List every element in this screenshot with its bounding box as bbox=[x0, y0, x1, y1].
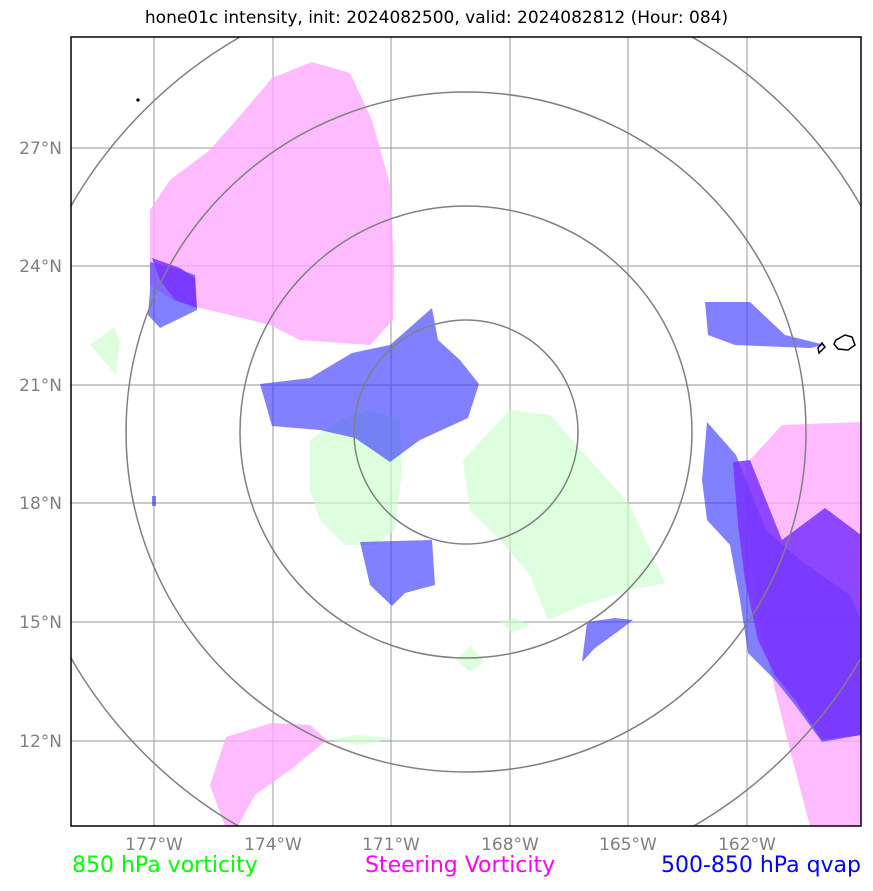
legend-qvap: 500-850 hPa qvap bbox=[660, 853, 861, 878]
lat-tick-label: 15°N bbox=[19, 613, 62, 633]
lat-tick-label: 24°N bbox=[19, 257, 62, 277]
lat-tick-label: 27°N bbox=[19, 139, 62, 159]
legend-850-vorticity: 850 hPa vorticity bbox=[72, 853, 258, 878]
lat-tick-label: 18°N bbox=[19, 494, 62, 514]
lon-tick-label: 168°W bbox=[481, 835, 539, 855]
map-title: hone01c intensity, init: 2024082500, val… bbox=[144, 8, 729, 28]
legend-steering-vorticity: Steering Vorticity bbox=[365, 853, 556, 878]
range-rings bbox=[71, 37, 861, 826]
coastline bbox=[136, 98, 856, 355]
overlap-layer bbox=[152, 258, 861, 740]
lon-tick-label: 177°W bbox=[125, 835, 183, 855]
graticule bbox=[71, 37, 861, 826]
lat-tick-label: 12°N bbox=[19, 732, 62, 752]
map-plot-area bbox=[71, 37, 861, 826]
lat-tick-labels: 27°N 24°N 21°N 18°N 15°N 12°N bbox=[19, 139, 62, 752]
axes-frame bbox=[70, 36, 862, 827]
lon-tick-label: 165°W bbox=[599, 835, 657, 855]
lon-tick-label: 174°W bbox=[244, 835, 302, 855]
lon-tick-labels: 177°W 174°W 171°W 168°W 165°W 162°W bbox=[125, 835, 776, 855]
lon-tick-label: 162°W bbox=[718, 835, 776, 855]
lat-tick-label: 21°N bbox=[19, 376, 62, 396]
lon-tick-label: 171°W bbox=[362, 835, 420, 855]
